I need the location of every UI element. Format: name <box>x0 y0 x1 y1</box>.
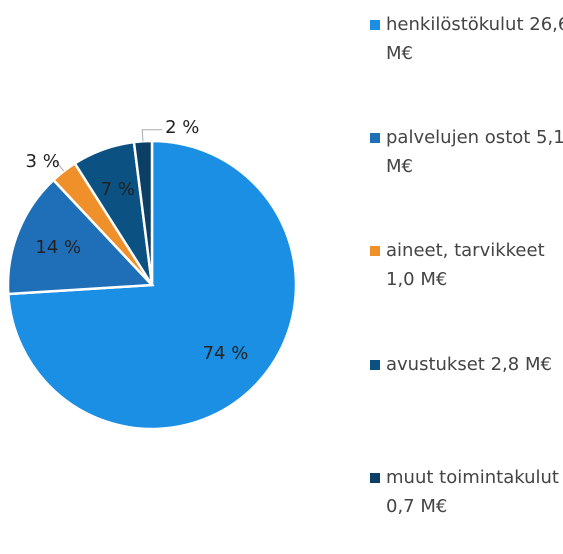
legend-item: palvelujen ostot 5,1 M€ <box>368 123 563 181</box>
legend-swatch <box>370 360 380 370</box>
data-label: 3 % <box>26 151 60 172</box>
legend-swatch <box>370 246 380 256</box>
pie-slice <box>6 178 155 296</box>
data-label: 74 % <box>203 343 249 364</box>
leader-line <box>141 129 163 142</box>
legend-label: henkilöstökulut 26,6 M€ <box>386 14 563 64</box>
legend-label: aineet, tarvikkeet 1,0 M€ <box>386 240 545 290</box>
legend-item: avustukset 2,8 M€ <box>368 350 563 379</box>
legend-item: muut toimintakulut 0,7 M€ <box>368 463 563 521</box>
legend-item: henkilöstökulut 26,6 M€ <box>368 10 563 68</box>
legend-label: muut toimintakulut 0,7 M€ <box>386 467 559 517</box>
legend-swatch <box>370 473 380 483</box>
data-label: 14 % <box>35 237 81 258</box>
data-label: 2 % <box>165 117 199 138</box>
legend-item: aineet, tarvikkeet 1,0 M€ <box>368 236 563 294</box>
data-label: 7 % <box>101 179 135 200</box>
leader-line <box>54 161 65 172</box>
legend-label: avustukset 2,8 M€ <box>386 354 552 375</box>
legend-label: palvelujen ostot 5,1 M€ <box>386 127 563 177</box>
legend-swatch <box>370 20 380 30</box>
legend-swatch <box>370 133 380 143</box>
